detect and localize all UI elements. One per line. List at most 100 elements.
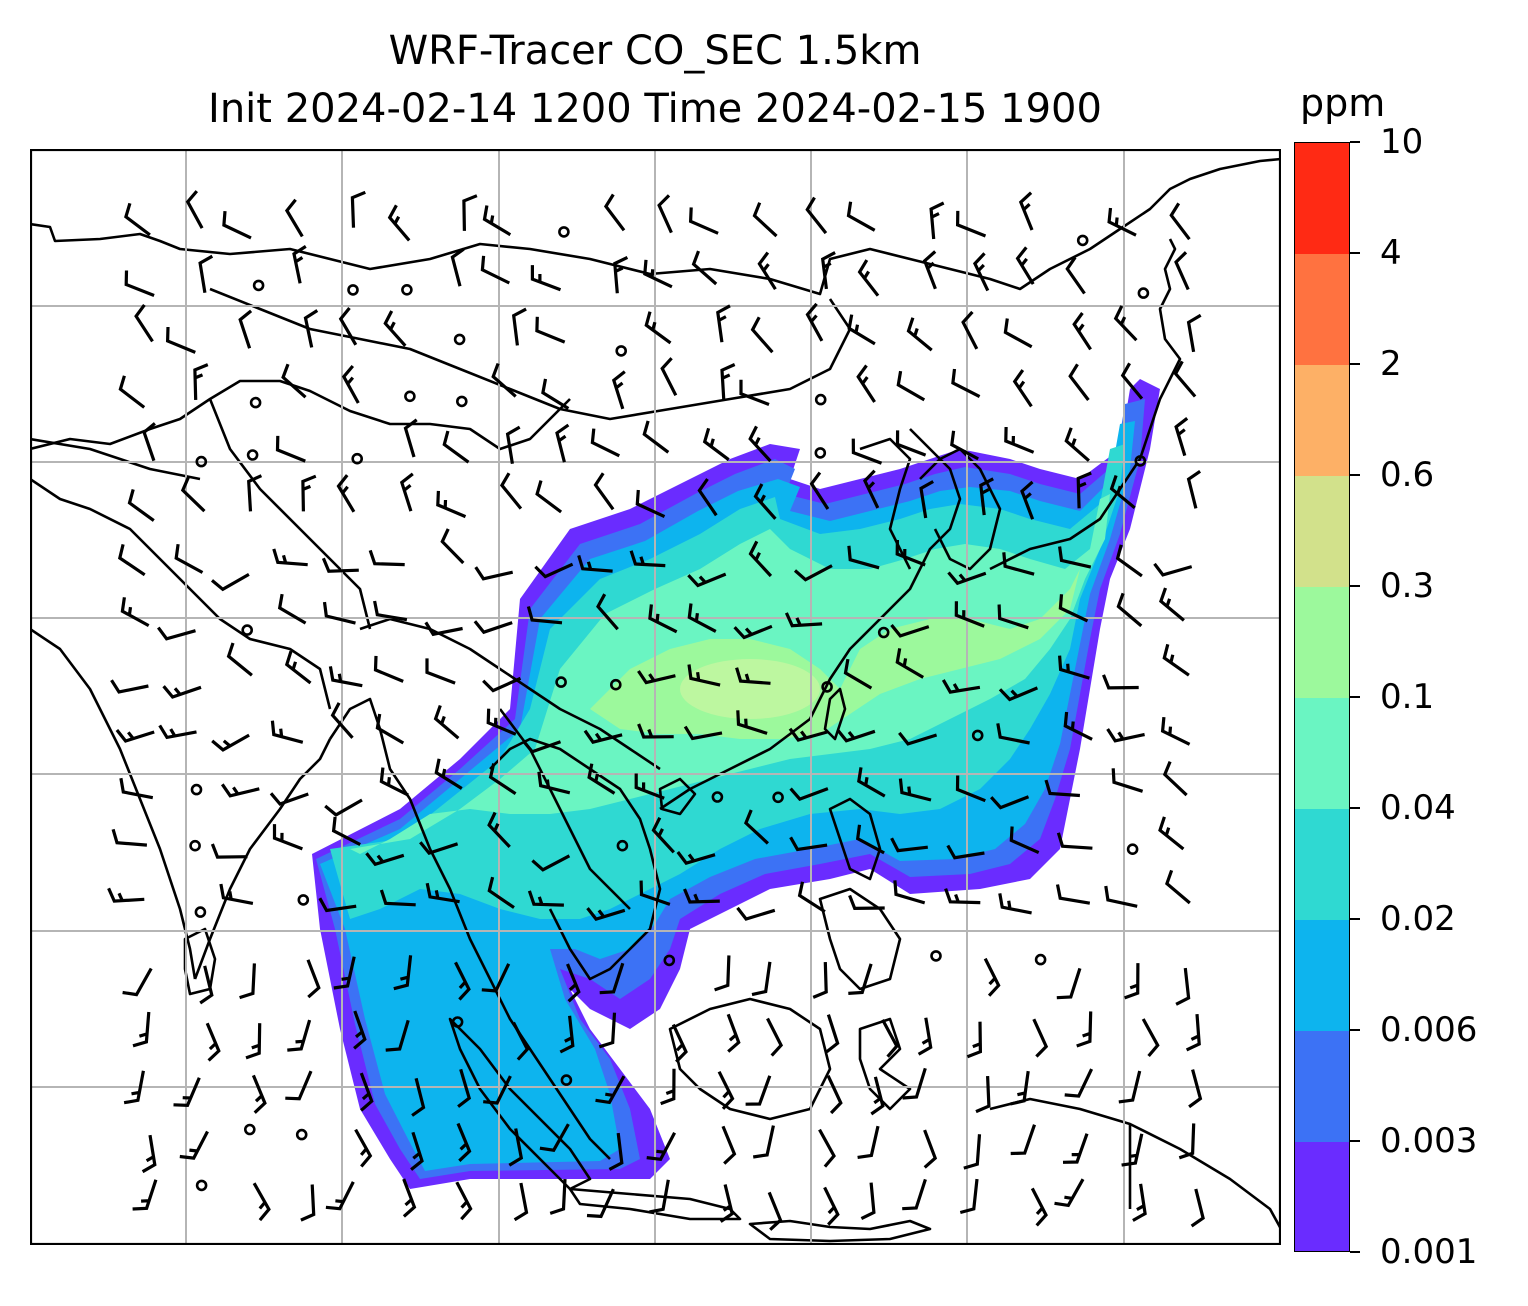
wind-barb [825, 1014, 840, 1054]
wind-barb [486, 708, 517, 736]
wind-barb [941, 679, 981, 694]
colorbar-tick [1350, 1029, 1360, 1031]
colorbar-tick-label: 0.3 [1380, 566, 1435, 606]
wind-barb [1055, 884, 1091, 905]
wind-barb [1106, 728, 1145, 743]
wind-barb [608, 1132, 624, 1171]
wind-barb [198, 254, 214, 294]
wind-barb [434, 758, 463, 790]
colorbar-tick-label: 0.02 [1380, 899, 1456, 939]
wind-barb [555, 423, 570, 463]
colorbar-segment [1295, 1142, 1349, 1251]
calm-wind-circle [295, 1128, 308, 1141]
colorbar-tick-label: 0.6 [1380, 455, 1435, 495]
wind-barb [702, 427, 730, 461]
wind-barb [646, 1132, 677, 1162]
wind-barb [505, 425, 521, 464]
wind-barb [455, 1181, 473, 1221]
wind-barbs [107, 190, 1205, 1231]
wind-barb [368, 549, 405, 567]
wind-barb [979, 477, 994, 516]
wind-barb [862, 469, 880, 509]
wind-barb [306, 959, 321, 999]
wind-barb [857, 1125, 880, 1159]
wind-barb [1185, 1013, 1201, 1052]
wind-barb [748, 425, 772, 463]
wind-barb [487, 811, 511, 848]
wind-barb [1072, 312, 1092, 351]
wind-barb [410, 1131, 424, 1171]
wind-barb [115, 729, 155, 743]
wind-barb [330, 702, 354, 739]
wind-barb [247, 474, 263, 512]
wind-barb [350, 190, 366, 228]
wind-barb [687, 572, 727, 588]
wind-barb [284, 650, 312, 685]
wind-barb [383, 310, 407, 347]
wind-barb [1012, 369, 1033, 408]
calm-wind-circle [195, 1179, 208, 1192]
border-mongolia [209, 287, 852, 421]
wind-barb [1169, 202, 1191, 241]
calm-wind-circle [455, 395, 468, 408]
wind-barb [1186, 313, 1202, 353]
wind-barb [642, 420, 670, 454]
wind-barb [1102, 674, 1139, 690]
calm-wind-circle [615, 345, 628, 357]
wind-barb [118, 375, 146, 409]
colorbar-segment [1295, 254, 1349, 365]
wind-barb [748, 540, 773, 578]
colorbar-segment [1295, 587, 1349, 698]
wind-barb [1004, 426, 1035, 454]
wind-barb [714, 955, 731, 992]
wind-barb [1121, 1133, 1144, 1167]
wind-barb [456, 1122, 472, 1162]
wind-barb [716, 304, 731, 343]
wind-barb [119, 777, 154, 800]
calm-wind-circle [297, 894, 310, 906]
wind-barb [292, 245, 307, 284]
calm-wind-circle [558, 226, 570, 238]
colorbar-segment [1295, 1031, 1349, 1142]
wind-barb [508, 1128, 524, 1167]
wind-barb [1058, 655, 1090, 680]
wind-barb [1064, 1068, 1094, 1098]
wind-barb [895, 430, 927, 457]
wind-barb [1062, 1133, 1089, 1164]
wind-barb [157, 626, 196, 641]
wind-barb [1056, 832, 1093, 850]
wind-barb [488, 763, 517, 796]
wind-barb [473, 620, 513, 635]
wind-barb [1174, 251, 1190, 291]
calm-wind-circle [351, 452, 364, 465]
wind-barb [613, 255, 629, 294]
wind-barb [1190, 1188, 1205, 1228]
tracer-plume [312, 379, 1160, 1189]
wind-barb [966, 1021, 983, 1059]
coastline-philippines-south [818, 887, 902, 991]
wind-barb [185, 190, 204, 229]
coastline-asia-north [30, 157, 1281, 296]
wind-barb [341, 364, 360, 404]
colorbar-tick [1350, 696, 1360, 698]
wind-barb [1064, 427, 1090, 462]
colorbar-tick [1350, 474, 1360, 476]
wind-barb [1118, 1070, 1142, 1104]
wind-barb [122, 967, 153, 997]
colorbar-tick [1350, 252, 1360, 254]
wind-barb [303, 309, 319, 348]
calm-wind-circle [246, 449, 259, 461]
wind-barb [526, 606, 563, 625]
calm-wind-circle [616, 839, 629, 852]
wind-barb [719, 1184, 735, 1223]
wind-barb [1111, 768, 1144, 793]
wind-barb [972, 252, 990, 292]
border-india [30, 477, 332, 710]
wind-barb [998, 893, 1032, 915]
map-panel [30, 149, 1281, 1245]
wind-barb [124, 270, 155, 297]
calm-wind-circle [194, 906, 207, 918]
wind-barb [481, 963, 511, 993]
wind-barb [333, 956, 356, 990]
wind-barb [596, 593, 619, 631]
